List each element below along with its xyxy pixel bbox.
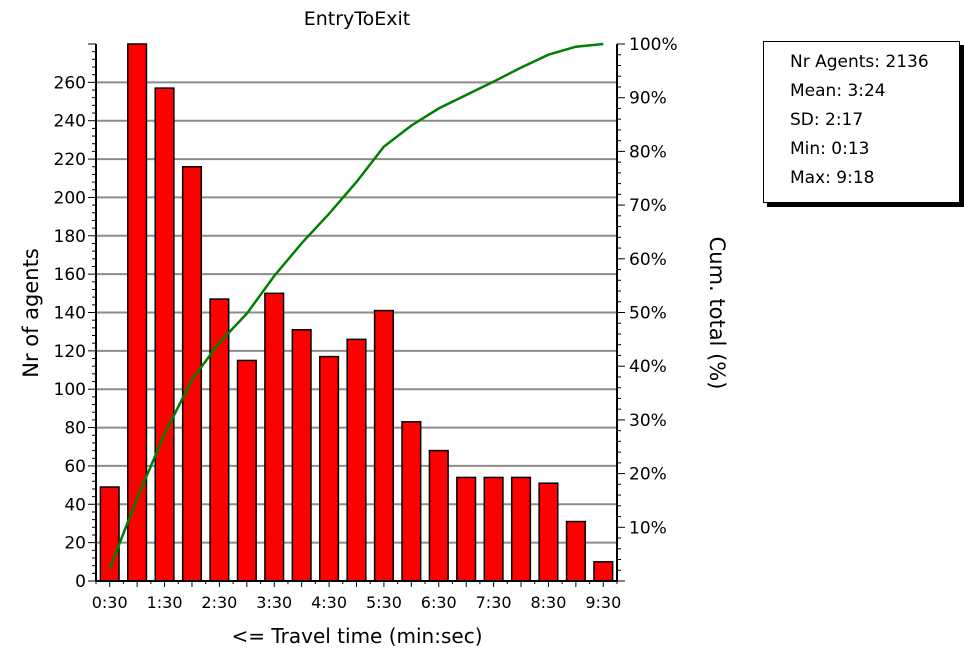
y2-tick-label: 60% [629,250,667,270]
stat-nr-agents: Nr Agents: 2136 [790,52,929,72]
y-tick-label: 140 [54,304,86,324]
x-tick-label: 1:30 [147,593,183,612]
stats-box: Nr Agents: 2136 Mean: 3:24 SD: 2:17 Min:… [763,41,960,203]
bar [538,482,559,582]
y-tick-label: 180 [54,227,86,247]
y2-tick-label: 90% [629,89,667,109]
bar [264,292,285,582]
y-tick-label: 160 [54,265,86,285]
y2-tick-label: 10% [629,518,667,538]
y2-tick-label: 50% [629,304,667,324]
stat-sd: SD: 2:17 [790,110,864,130]
bar [373,309,394,582]
bar [236,359,257,582]
cumulative-series-line [108,42,604,570]
bar [593,561,614,582]
y2-axis-ticks: 10% 20% 30% 40% 50% 60% 70% 80% 90% 100% [617,35,678,582]
bar [483,476,504,582]
x-axis-label: <= Travel time (min:sec) [231,624,482,648]
stat-min: Min: 0:13 [790,139,870,159]
y-tick-label: 240 [54,112,86,132]
y-tick-label: 200 [54,188,86,208]
bar [401,421,422,582]
y2-tick-label: 40% [629,357,667,377]
y-tick-label: 80 [64,419,86,439]
x-tick-label: 5:30 [366,593,402,612]
bar [428,449,449,582]
chart-title: EntryToExit [304,8,411,30]
y-tick-label: 100 [54,380,86,400]
x-tick-label: 3:30 [256,593,292,612]
x-tick-label: 2:30 [201,593,237,612]
x-tick-label: 8:30 [530,593,566,612]
bar [510,476,532,582]
x-tick-label: 9:30 [585,593,621,612]
y2-axis-label: Cum. total (%) [705,237,729,390]
x-tick-label: 4:30 [311,593,347,612]
x-axis-ticks: 0:30 1:30 2:30 3:30 4:30 5:30 6:30 7:30 8:30 9:30 [92,581,621,612]
y2-tick-label: 30% [629,411,667,431]
bar [565,520,586,582]
y-tick-label: 120 [54,342,86,362]
y2-tick-label: 20% [629,465,667,485]
x-tick-label: 6:30 [421,593,457,612]
y2-tick-label: 70% [629,196,667,216]
y-axis-label: Nr of agents [19,248,43,378]
y-tick-label: 260 [54,73,86,93]
bar [319,355,340,582]
y-tick-label: 220 [54,150,86,170]
y-tick-label: 40 [64,495,86,515]
stat-mean: Mean: 3:24 [790,81,886,101]
bar [181,165,203,582]
cumulative-line [108,42,604,570]
y-axis-ticks: 0 20 40 60 80 100 120 140 160 180 200 220 240 260 [54,43,96,592]
bar [154,87,175,582]
y-tick-label: 0 [75,572,86,592]
y-tick-label: 60 [64,457,86,477]
x-tick-label: 0:30 [92,593,128,612]
stat-max: Max: 9:18 [790,168,875,188]
bar [291,329,312,582]
bar [456,476,477,582]
x-tick-label: 7:30 [476,593,512,612]
y-tick-label: 20 [64,534,86,554]
bars [99,43,614,582]
bar [346,338,367,582]
y2-tick-label: 80% [629,142,667,162]
y2-tick-label: 100% [629,35,678,55]
